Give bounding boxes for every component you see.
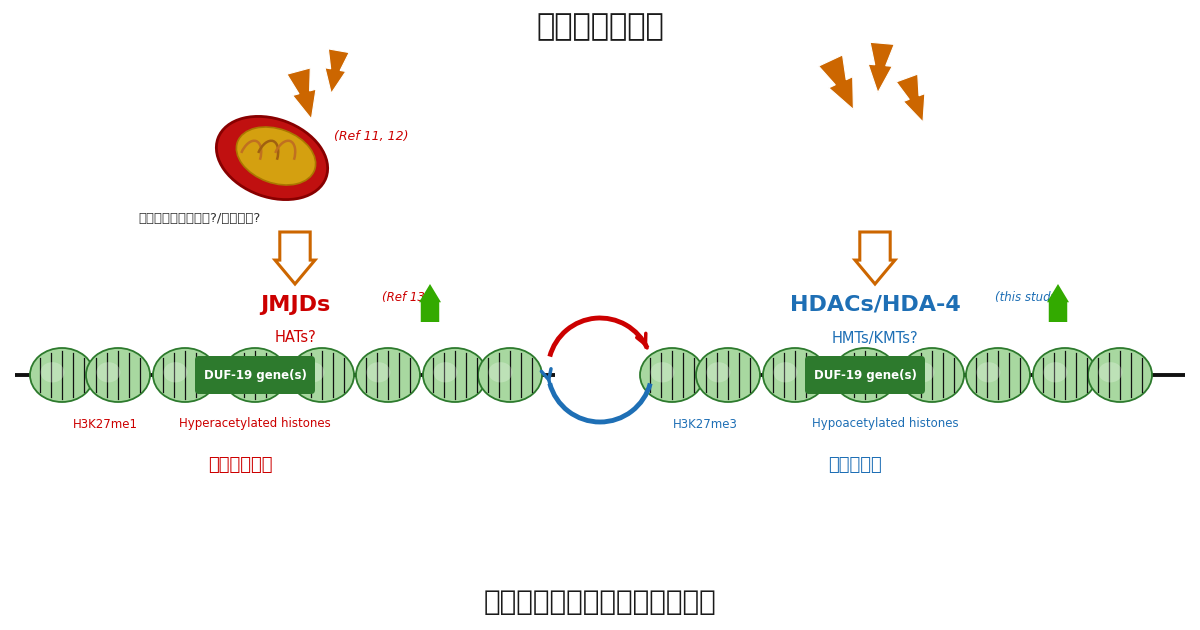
Polygon shape (275, 232, 316, 284)
Ellipse shape (424, 348, 487, 402)
Text: 宇宙無重力環境: 宇宙無重力環境 (536, 12, 664, 41)
Text: HMTs/KMTs?: HMTs/KMTs? (832, 331, 918, 345)
Polygon shape (325, 49, 349, 93)
Ellipse shape (977, 362, 1001, 382)
Ellipse shape (478, 348, 542, 402)
Ellipse shape (488, 362, 512, 382)
Ellipse shape (41, 362, 65, 382)
Ellipse shape (763, 348, 827, 402)
Polygon shape (818, 55, 853, 110)
Text: (Ref 13): (Ref 13) (382, 292, 430, 304)
Ellipse shape (163, 362, 187, 382)
Ellipse shape (154, 348, 217, 402)
Ellipse shape (707, 362, 731, 382)
Polygon shape (419, 284, 442, 322)
Ellipse shape (1088, 348, 1152, 402)
Ellipse shape (833, 348, 898, 402)
Ellipse shape (223, 348, 287, 402)
Polygon shape (896, 74, 925, 122)
Ellipse shape (290, 348, 354, 402)
Ellipse shape (1044, 362, 1068, 382)
Text: Hyperacetylated histones: Hyperacetylated histones (179, 418, 331, 430)
Ellipse shape (844, 362, 868, 382)
Ellipse shape (30, 348, 94, 402)
Text: DUF-19 gene(s): DUF-19 gene(s) (204, 369, 306, 382)
Polygon shape (287, 68, 316, 119)
Ellipse shape (1033, 348, 1097, 402)
Text: ミトコンドリア不全?/代謝変化?: ミトコンドリア不全?/代謝変化? (138, 212, 260, 224)
Text: (Ref 11, 12): (Ref 11, 12) (334, 130, 408, 142)
Text: DUF-19 gene(s): DUF-19 gene(s) (814, 369, 917, 382)
Text: HDACs/HDA-4: HDACs/HDA-4 (790, 295, 960, 315)
Ellipse shape (650, 362, 674, 382)
Text: JMJDs: JMJDs (260, 295, 330, 315)
Text: H3K27me1: H3K27me1 (72, 418, 138, 430)
Ellipse shape (1098, 362, 1122, 382)
FancyBboxPatch shape (194, 356, 314, 394)
Ellipse shape (216, 117, 328, 200)
Ellipse shape (86, 348, 150, 402)
Ellipse shape (356, 348, 420, 402)
Text: (this study): (this study) (995, 292, 1062, 304)
Ellipse shape (900, 348, 964, 402)
Polygon shape (1046, 284, 1069, 322)
Ellipse shape (96, 362, 120, 382)
Text: 転写の抑制: 転写の抑制 (828, 456, 882, 474)
Text: 転写の活性化: 転写の活性化 (208, 456, 272, 474)
Ellipse shape (366, 362, 390, 382)
FancyBboxPatch shape (805, 356, 925, 394)
Ellipse shape (911, 362, 935, 382)
Ellipse shape (236, 127, 316, 185)
Ellipse shape (233, 362, 257, 382)
Text: Hypoacetylated histones: Hypoacetylated histones (811, 418, 959, 430)
Text: HATs?: HATs? (274, 331, 316, 345)
Ellipse shape (966, 348, 1030, 402)
Text: エピジェネティックな調節機構: エピジェネティックな調節機構 (484, 588, 716, 616)
Text: H3K27me3: H3K27me3 (672, 418, 738, 430)
Ellipse shape (433, 362, 457, 382)
Ellipse shape (300, 362, 324, 382)
Polygon shape (856, 232, 895, 284)
Ellipse shape (696, 348, 760, 402)
Polygon shape (868, 42, 894, 93)
Ellipse shape (774, 362, 797, 382)
Ellipse shape (640, 348, 704, 402)
